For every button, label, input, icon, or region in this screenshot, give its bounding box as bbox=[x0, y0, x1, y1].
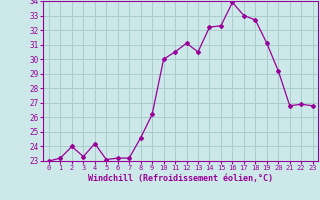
X-axis label: Windchill (Refroidissement éolien,°C): Windchill (Refroidissement éolien,°C) bbox=[88, 174, 273, 183]
